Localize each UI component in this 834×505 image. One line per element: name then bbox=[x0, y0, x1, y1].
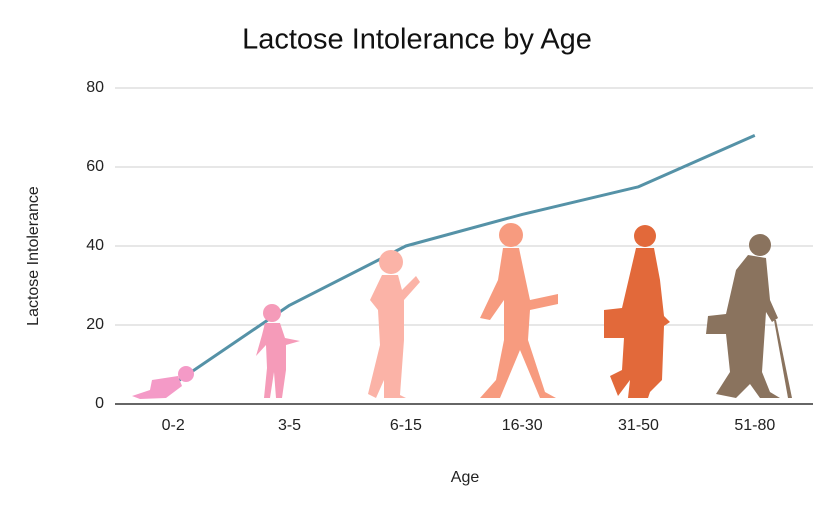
x-tick-label: 3-5 bbox=[278, 417, 301, 434]
woman-silhouette bbox=[480, 223, 558, 398]
y-tick-label: 40 bbox=[86, 237, 104, 254]
girl-silhouette bbox=[368, 250, 420, 398]
x-tick-label: 6-15 bbox=[390, 417, 422, 434]
y-tick-label: 60 bbox=[86, 158, 104, 175]
elder-silhouette bbox=[706, 234, 792, 398]
x-tick-label: 16-30 bbox=[502, 417, 543, 434]
x-axis-label: Age bbox=[451, 469, 480, 486]
x-tick-label: 0-2 bbox=[162, 417, 185, 434]
y-tick-label: 0 bbox=[95, 395, 104, 412]
y-tick-label: 80 bbox=[86, 79, 104, 96]
child-silhouette bbox=[256, 304, 300, 398]
x-tick-label: 31-50 bbox=[618, 417, 659, 434]
silhouettes bbox=[132, 223, 792, 399]
x-tick-label: 51-80 bbox=[734, 417, 775, 434]
y-tick-label: 20 bbox=[86, 316, 104, 333]
chart-title: Lactose Intolerance by Age bbox=[242, 24, 592, 56]
adult-silhouette bbox=[604, 225, 670, 398]
y-axis-label: Lactose Intolerance bbox=[25, 186, 42, 326]
baby-silhouette bbox=[132, 366, 194, 399]
plot-area: 0 20 40 60 80 0-2 3-5 6-15 16-30 31-50 51-80 bbox=[86, 79, 813, 434]
